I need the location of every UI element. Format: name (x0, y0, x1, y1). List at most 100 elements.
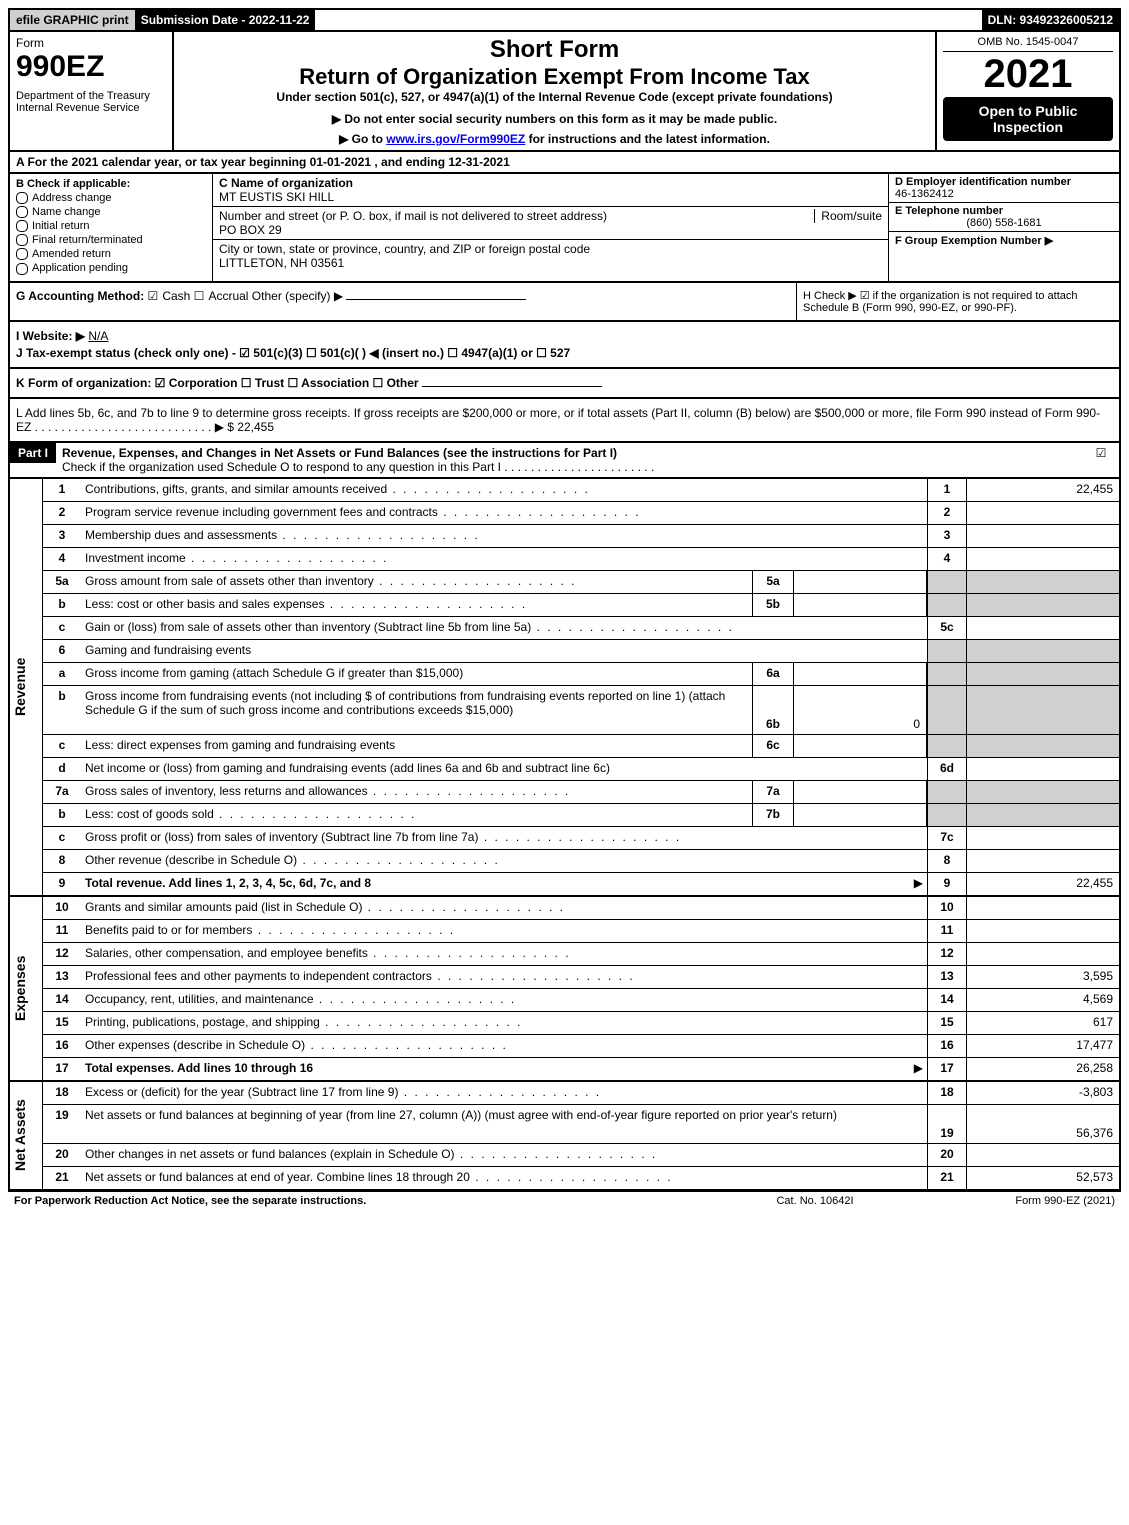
goto-pre: ▶ Go to (339, 132, 386, 146)
line-1: 1 Contributions, gifts, grants, and simi… (43, 479, 1119, 501)
under-section: Under section 501(c), 527, or 4947(a)(1)… (180, 90, 929, 104)
chk-name-change[interactable]: Name change (16, 206, 206, 218)
line-19-no: 19 (43, 1105, 81, 1143)
org-name: MT EUSTIS SKI HILL (219, 190, 334, 204)
line-1-rn: 1 (927, 479, 966, 501)
section-h: H Check ▶ ☑ if the organization is not r… (796, 283, 1119, 320)
line-18-rv: -3,803 (966, 1082, 1119, 1104)
revenue-table: Revenue 1 Contributions, gifts, grants, … (8, 479, 1121, 897)
part1-title-block: Revenue, Expenses, and Changes in Net As… (56, 443, 1083, 477)
phone-val: (860) 558-1681 (895, 217, 1113, 229)
line-6-greyv (966, 640, 1119, 662)
expenses-table: Expenses 10 Grants and similar amounts p… (8, 897, 1121, 1082)
line-14-rn: 14 (927, 989, 966, 1011)
line-12: 12 Salaries, other compensation, and emp… (43, 942, 1119, 965)
line-10-desc: Grants and similar amounts paid (list in… (81, 897, 927, 919)
line-21-no: 21 (43, 1167, 81, 1189)
entity-block: B Check if applicable: Address change Na… (8, 174, 1121, 283)
section-c: C Name of organization MT EUSTIS SKI HIL… (213, 174, 888, 281)
line-1-rv: 22,455 (966, 479, 1119, 501)
line-15-rv: 617 (966, 1012, 1119, 1034)
line-5c-rn: 5c (927, 617, 966, 639)
section-b-label: B Check if applicable: (16, 178, 206, 190)
line-18-no: 18 (43, 1082, 81, 1104)
line-13-rv: 3,595 (966, 966, 1119, 988)
efile-print[interactable]: efile GRAPHIC print (10, 10, 135, 30)
line-19: 19 Net assets or fund balances at beginn… (43, 1104, 1119, 1143)
footer-paperwork: For Paperwork Reduction Act Notice, see … (14, 1195, 715, 1207)
short-form-title: Short Form (180, 36, 929, 64)
line-6a: a Gross income from gaming (attach Sched… (43, 662, 1119, 685)
line-4-desc: Investment income (81, 548, 927, 570)
ijkl-block: I Website: ▶ N/A J Tax-exempt status (ch… (8, 322, 1121, 369)
line-20: 20 Other changes in net assets or fund b… (43, 1143, 1119, 1166)
line-9-no: 9 (43, 873, 81, 895)
line-5a-sv (794, 571, 927, 593)
part1-header: Part I Revenue, Expenses, and Changes in… (8, 443, 1121, 479)
line-2-no: 2 (43, 502, 81, 524)
form-header: Form 990EZ Department of the Treasury In… (8, 32, 1121, 152)
line-13-rn: 13 (927, 966, 966, 988)
line-6-desc: Gaming and fundraising events (81, 640, 927, 662)
goto-post: for instructions and the latest informat… (525, 132, 770, 146)
line-7c-rn: 7c (927, 827, 966, 849)
part1-tag: Part I (10, 443, 56, 463)
line-5c-rv (966, 617, 1119, 639)
line-7b: b Less: cost of goods sold 7b (43, 803, 1119, 826)
chk-amended-return[interactable]: Amended return (16, 248, 206, 260)
line-6a-sv (794, 663, 927, 685)
line-11: 11 Benefits paid to or for members 11 (43, 919, 1119, 942)
line-8-desc: Other revenue (describe in Schedule O) (81, 850, 927, 872)
netassets-body: 18 Excess or (deficit) for the year (Sub… (43, 1082, 1119, 1189)
line-13-no: 13 (43, 966, 81, 988)
header-middle: Short Form Return of Organization Exempt… (174, 32, 935, 150)
line-1-desc: Contributions, gifts, grants, and simila… (81, 479, 927, 501)
line-19-rv: 56,376 (966, 1105, 1119, 1143)
chk-application-pending[interactable]: Application pending (16, 262, 206, 274)
line-2-desc: Program service revenue including govern… (81, 502, 927, 524)
line-7a-sn: 7a (752, 781, 794, 803)
line-7c: c Gross profit or (loss) from sales of i… (43, 826, 1119, 849)
part1-check[interactable]: ☑ (1083, 443, 1119, 463)
line-18-desc: Excess or (deficit) for the year (Subtra… (81, 1082, 927, 1104)
line-12-no: 12 (43, 943, 81, 965)
form-number: 990EZ (16, 50, 166, 84)
website-val: N/A (88, 329, 108, 343)
line-16-rv: 17,477 (966, 1035, 1119, 1057)
line-6-no: 6 (43, 640, 81, 662)
line-11-no: 11 (43, 920, 81, 942)
street-row: Number and street (or P. O. box, if mail… (213, 207, 888, 240)
section-def: D Employer identification number 46-1362… (888, 174, 1119, 281)
line-14-rv: 4,569 (966, 989, 1119, 1011)
line-3-rv (966, 525, 1119, 547)
line-6b-greyv (966, 686, 1119, 734)
line-11-desc: Benefits paid to or for members (81, 920, 927, 942)
line-3: 3 Membership dues and assessments 3 (43, 524, 1119, 547)
k-block: K Form of organization: ☑ Corporation ☐ … (8, 369, 1121, 399)
line-15: 15 Printing, publications, postage, and … (43, 1011, 1119, 1034)
section-b: B Check if applicable: Address change Na… (10, 174, 213, 281)
chk-other[interactable]: Other (specify) ▶ (252, 289, 343, 303)
room-label: Room/suite (814, 209, 882, 223)
chk-final-return[interactable]: Final return/terminated (16, 234, 206, 246)
section-l-val: 22,455 (237, 420, 274, 434)
line-7a-no: 7a (43, 781, 81, 803)
chk-initial-return[interactable]: Initial return (16, 220, 206, 232)
line-6b: b Gross income from fundraising events (… (43, 685, 1119, 734)
line-9-rn: 9 (927, 873, 966, 895)
chk-address-change[interactable]: Address change (16, 192, 206, 204)
line-5a-desc: Gross amount from sale of assets other t… (81, 571, 752, 593)
line-21-rv: 52,573 (966, 1167, 1119, 1189)
chk-accrual[interactable]: Accrual (194, 289, 249, 303)
line-5a-grey (927, 571, 966, 593)
line-7b-sv (794, 804, 927, 826)
goto-link[interactable]: www.irs.gov/Form990EZ (386, 132, 525, 146)
line-4-rn: 4 (927, 548, 966, 570)
line-8-rv (966, 850, 1119, 872)
line-20-desc: Other changes in net assets or fund bala… (81, 1144, 927, 1166)
chk-cash[interactable]: Cash (148, 289, 191, 303)
expenses-body: 10 Grants and similar amounts paid (list… (43, 897, 1119, 1080)
line-6b-no: b (43, 686, 81, 734)
netassets-vlabel: Net Assets (10, 1082, 43, 1189)
part1-title: Revenue, Expenses, and Changes in Net As… (62, 446, 617, 460)
